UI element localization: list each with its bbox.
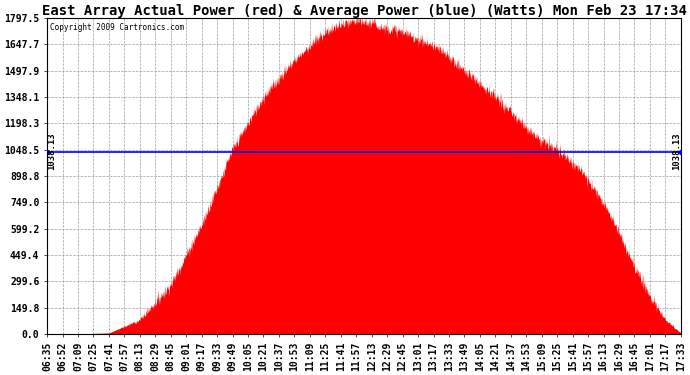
Text: 1038.13: 1038.13 xyxy=(671,133,681,170)
Text: Copyright 2009 Cartronics.com: Copyright 2009 Cartronics.com xyxy=(50,23,184,32)
Title: East Array Actual Power (red) & Average Power (blue) (Watts) Mon Feb 23 17:34: East Array Actual Power (red) & Average … xyxy=(41,4,687,18)
Text: 1038.13: 1038.13 xyxy=(47,133,56,170)
